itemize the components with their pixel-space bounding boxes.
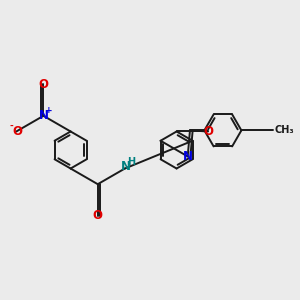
Text: N: N <box>183 150 193 163</box>
Text: +: + <box>45 106 52 115</box>
Text: O: O <box>203 125 213 138</box>
Text: H: H <box>128 157 136 167</box>
Text: N: N <box>38 109 49 122</box>
Text: O: O <box>38 78 49 91</box>
Text: N: N <box>121 160 130 173</box>
Text: O: O <box>13 125 23 138</box>
Text: O: O <box>92 209 102 222</box>
Text: CH₃: CH₃ <box>274 125 294 135</box>
Text: -: - <box>9 122 13 130</box>
